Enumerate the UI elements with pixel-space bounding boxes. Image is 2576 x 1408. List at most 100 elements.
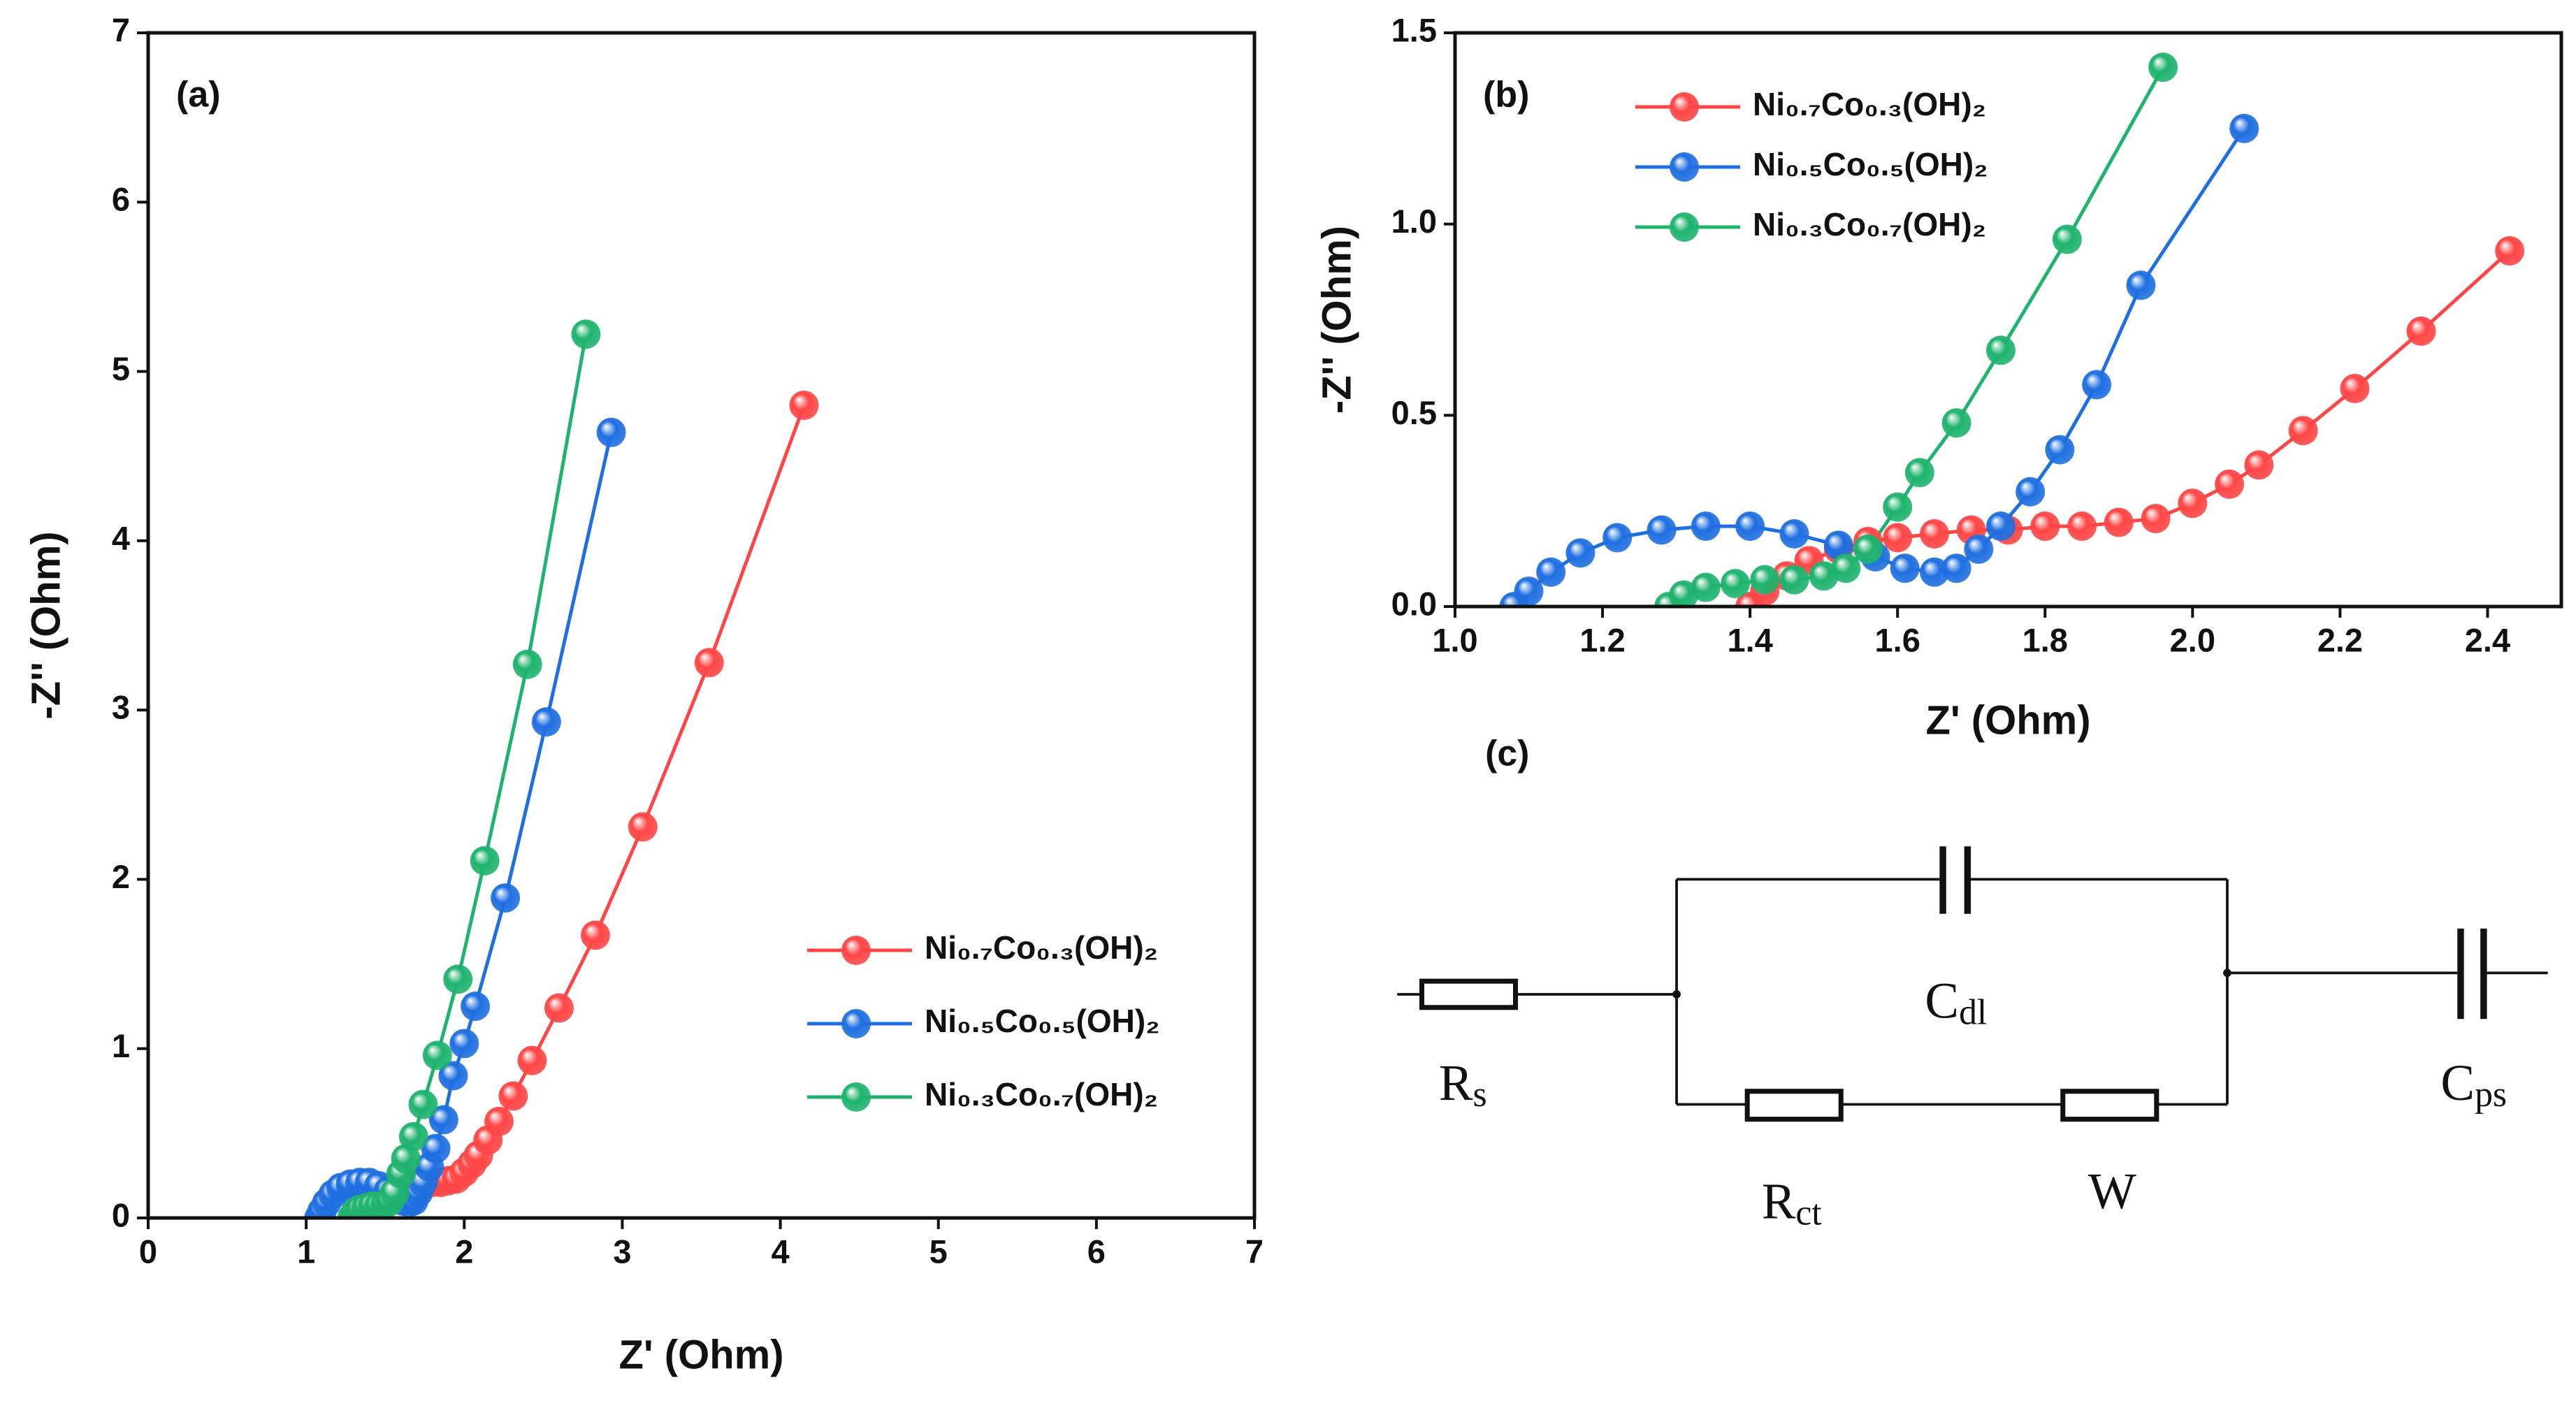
legend-label: Ni₀.₇Co₀.₃(OH)₂ bbox=[1753, 86, 1986, 122]
data-point bbox=[2288, 416, 2318, 446]
data-point bbox=[571, 319, 601, 349]
symbol: R bbox=[1762, 1173, 1796, 1229]
y-tick-label: 3 bbox=[112, 689, 130, 726]
data-point bbox=[2045, 435, 2075, 465]
legend-label: Ni₀.₅Co₀.₅(OH)₂ bbox=[1753, 146, 1988, 182]
x-tick-label: 1.0 bbox=[1432, 621, 1477, 658]
data-point bbox=[1514, 576, 1544, 607]
data-point bbox=[2030, 511, 2060, 542]
data-point bbox=[2229, 113, 2259, 143]
subscript: dl bbox=[1959, 992, 1987, 1032]
data-point bbox=[1919, 557, 1949, 587]
data-point bbox=[428, 1105, 458, 1135]
data-point bbox=[517, 1045, 547, 1075]
data-point bbox=[484, 1106, 514, 1136]
data-point bbox=[1669, 580, 1699, 607]
data-point bbox=[2067, 511, 2097, 542]
x-tick-label: 2.2 bbox=[2317, 621, 2363, 658]
data-point bbox=[391, 1144, 421, 1174]
legend: Ni₀.₇Co₀.₃(OH)₂ Ni₀.₅Co₀.₅(OH)₂ Ni₀.₃Co₀.₇… bbox=[1635, 86, 1988, 242]
element-label: Rs bbox=[1439, 1054, 1487, 1115]
x-tick-label: 3 bbox=[613, 1233, 631, 1270]
legend-label: Ni₀.₅Co₀.₅(OH)₂ bbox=[925, 1003, 1160, 1039]
series-line bbox=[317, 432, 614, 1218]
data-point bbox=[421, 1133, 451, 1163]
legend-marker bbox=[1670, 152, 1699, 182]
data-point bbox=[398, 1122, 428, 1152]
y-tick-label: 4 bbox=[112, 519, 130, 556]
legend: Ni₀.₇Co₀.₃(OH)₂ Ni₀.₅Co₀.₅(OH)₂ Ni₀.₃Co₀.₇… bbox=[807, 929, 1160, 1112]
x-tick-label: 2.4 bbox=[2465, 621, 2510, 658]
data-point bbox=[1750, 565, 1780, 595]
data-point bbox=[498, 1081, 528, 1111]
data-point bbox=[1883, 492, 1913, 522]
data-point bbox=[1823, 530, 1853, 560]
plot-area bbox=[1499, 52, 2525, 607]
data-point bbox=[1809, 561, 1839, 591]
data-point bbox=[2215, 469, 2245, 499]
data-point bbox=[438, 1061, 468, 1091]
data-point bbox=[694, 648, 724, 678]
legend-label: Ni₀.₃Co₀.₇(OH)₂ bbox=[925, 1076, 1158, 1112]
data-point bbox=[2244, 450, 2274, 480]
y-tick-label: 0.0 bbox=[1391, 585, 1437, 622]
data-point bbox=[1565, 538, 1595, 568]
legend-marker bbox=[1670, 212, 1699, 242]
x-tick-label: 1.2 bbox=[1579, 621, 1625, 658]
y-tick-label: 1 bbox=[112, 1027, 130, 1064]
data-point bbox=[2126, 270, 2156, 300]
x-tick-label: 2 bbox=[455, 1233, 473, 1270]
legend-marker bbox=[841, 1009, 871, 1038]
data-point bbox=[2141, 504, 2171, 534]
data-point bbox=[449, 1029, 479, 1059]
data-point bbox=[531, 707, 561, 737]
x-tick-label: 4 bbox=[772, 1233, 790, 1270]
element-label: W bbox=[2088, 1163, 2136, 1219]
y-tick-label: 5 bbox=[112, 350, 130, 387]
data-point bbox=[1721, 569, 1751, 599]
x-tick-label: 1.6 bbox=[1875, 621, 1920, 658]
data-point bbox=[1536, 557, 1566, 587]
data-point bbox=[1919, 519, 1949, 549]
plot-frame bbox=[146, 31, 1257, 1220]
panel-label: (b) bbox=[1483, 75, 1529, 115]
x-tick-label: 0 bbox=[139, 1233, 157, 1270]
legend-marker bbox=[841, 936, 871, 965]
x-tick-label: 5 bbox=[929, 1233, 948, 1270]
data-point bbox=[2495, 235, 2525, 266]
data-point bbox=[1853, 534, 1883, 564]
y-tick-label: 7 bbox=[112, 11, 130, 48]
data-point bbox=[1779, 565, 1809, 595]
x-axis-label: Z' (Ohm) bbox=[1925, 697, 2090, 743]
x-tick-label: 6 bbox=[1087, 1233, 1106, 1270]
data-point bbox=[1779, 519, 1809, 549]
x-tick-label: 1.8 bbox=[2023, 621, 2068, 658]
subscript: ct bbox=[1795, 1193, 1822, 1233]
circuit-diagram: (c) Rs Cdl Rct W Cps bbox=[1397, 733, 2548, 1233]
legend-marker bbox=[1670, 92, 1699, 122]
legend-marker bbox=[841, 1082, 871, 1112]
y-axis-label: -Z'' (Ohm) bbox=[1314, 226, 1359, 414]
element-label: Cps bbox=[2440, 1054, 2507, 1115]
data-point bbox=[1985, 511, 2016, 542]
symbol: C bbox=[1925, 972, 1959, 1029]
series-line bbox=[350, 333, 588, 1218]
data-point bbox=[2406, 316, 2436, 346]
warburg bbox=[2060, 1089, 2159, 1122]
data-point bbox=[2082, 370, 2112, 400]
y-tick-label: 6 bbox=[112, 181, 130, 218]
data-point bbox=[1831, 553, 1861, 583]
resistor bbox=[1744, 1089, 1844, 1122]
data-point bbox=[789, 391, 819, 421]
data-point bbox=[1647, 515, 1677, 545]
data-point bbox=[2178, 488, 2208, 518]
y-tick-label: 1.5 bbox=[1391, 11, 1437, 48]
data-point bbox=[1883, 523, 1913, 553]
chart-panel: 0 1 2 3 4 5 6 7 0 1 2 3 4 5 6 7 (a) Z' (Ohm) -Z'' (Ohm) Ni₀… bbox=[23, 11, 1264, 1377]
legend-label: Ni₀.₃Co₀.₇(OH)₂ bbox=[1753, 206, 1986, 242]
data-point bbox=[422, 1040, 452, 1070]
subscript: ps bbox=[2475, 1075, 2507, 1115]
subscript: s bbox=[1473, 1075, 1487, 1115]
